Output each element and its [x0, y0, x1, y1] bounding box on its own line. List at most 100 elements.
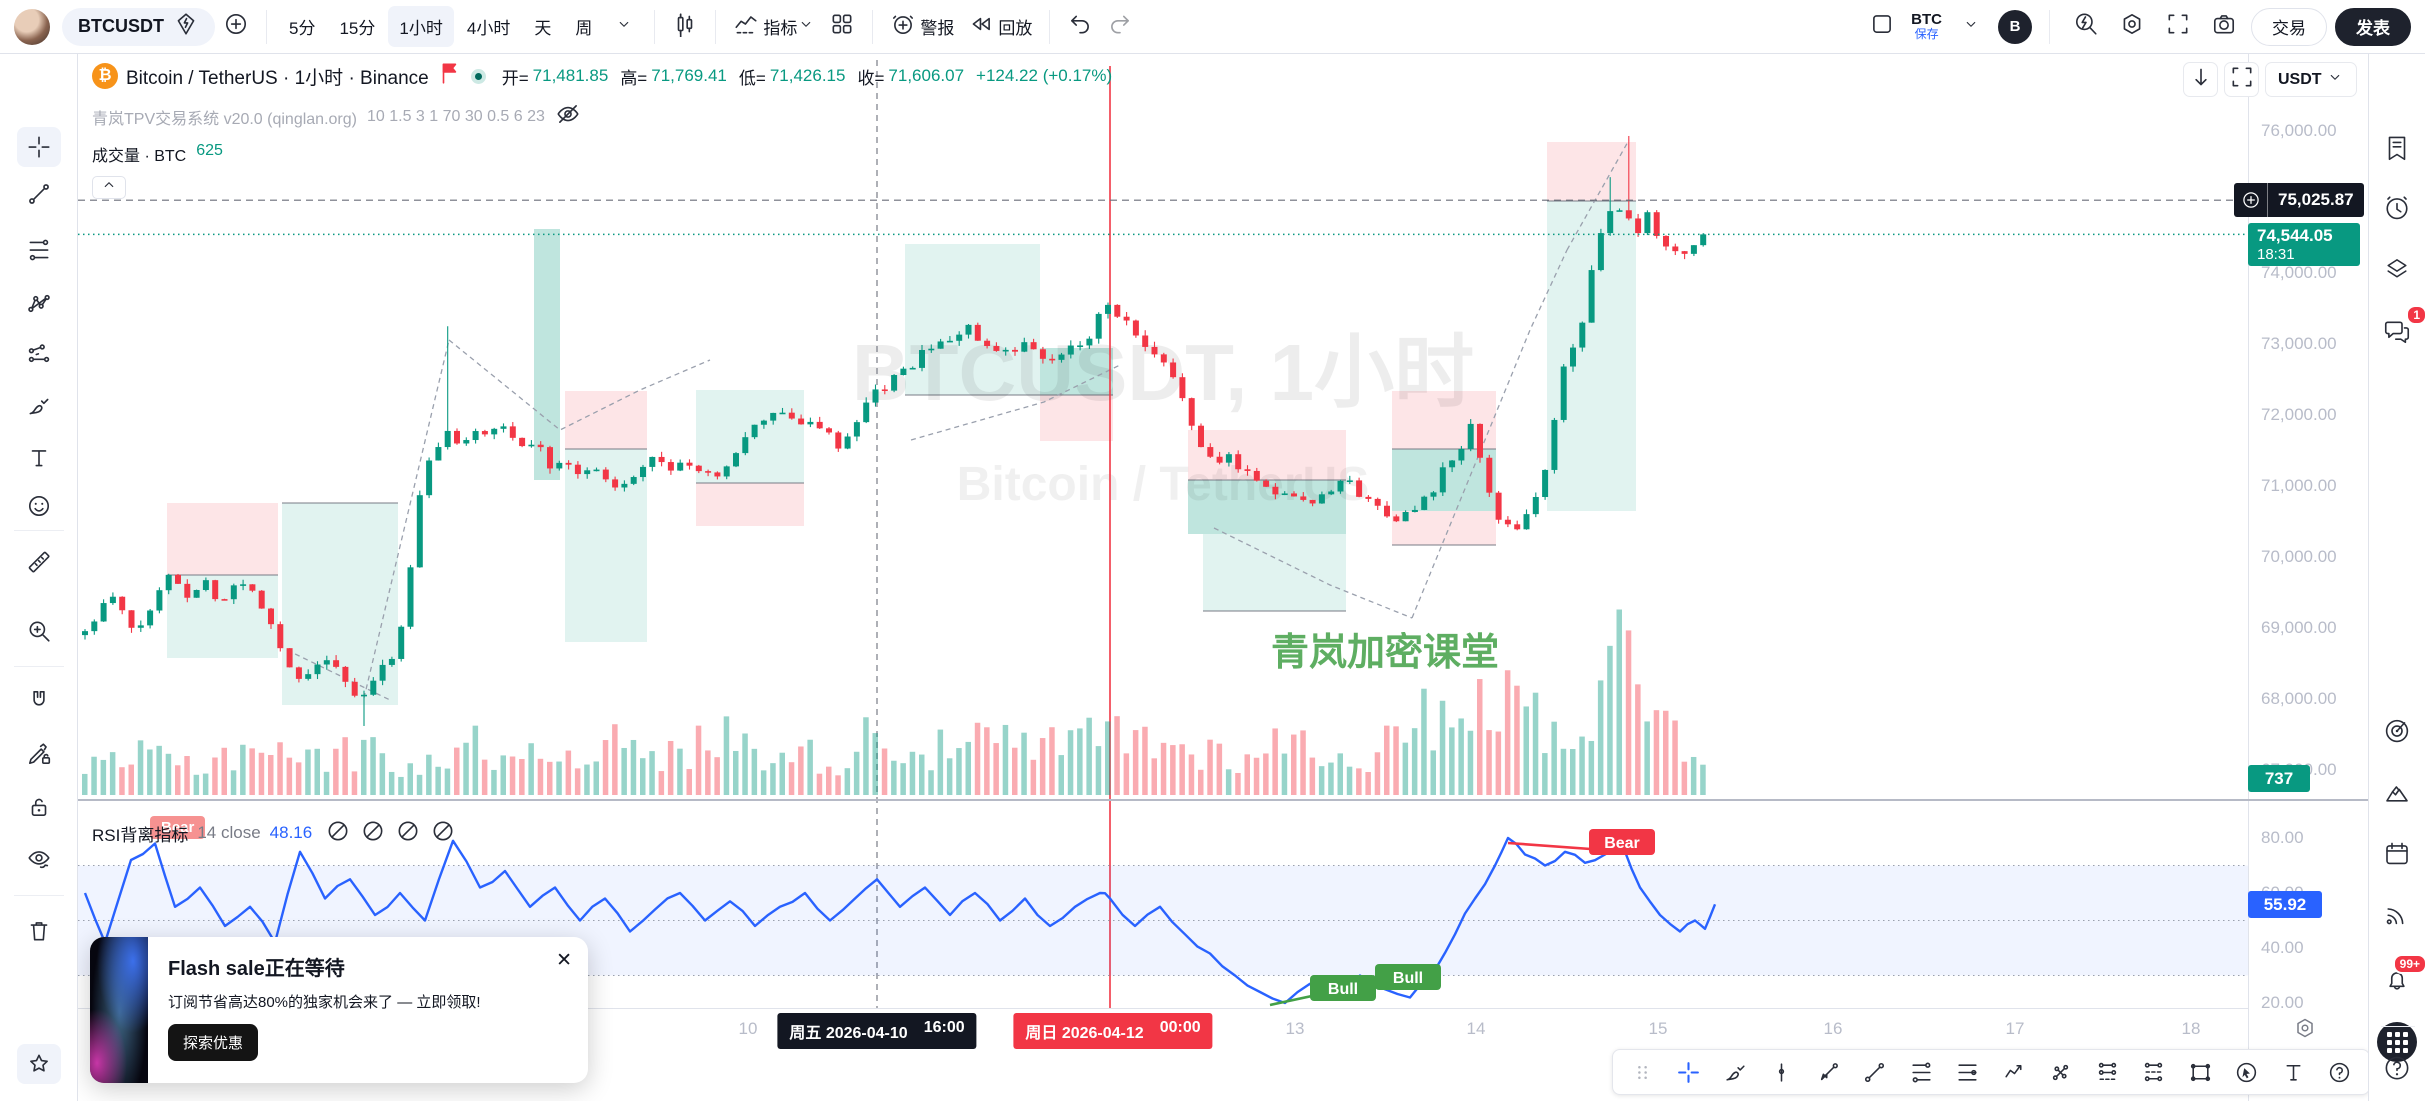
- trade-button[interactable]: 交易: [2251, 7, 2327, 46]
- editlock-tool[interactable]: [17, 734, 61, 774]
- sidebar-chat-button[interactable]: 1: [2375, 305, 2425, 353]
- eye-off-icon[interactable]: [555, 101, 581, 132]
- sidebar-ideas-button[interactable]: [2375, 770, 2419, 814]
- currency-select[interactable]: USDT: [2265, 62, 2357, 97]
- lock-tool[interactable]: [17, 787, 61, 827]
- legend-collapse-button[interactable]: [92, 176, 126, 199]
- emoji-tool[interactable]: [17, 486, 61, 526]
- timeframe-5分[interactable]: 5分: [289, 19, 316, 38]
- snapshot-button[interactable]: [2205, 8, 2243, 46]
- indicator-templates-button[interactable]: [823, 8, 861, 46]
- quick-search-button[interactable]: [2067, 8, 2105, 46]
- sidebar-calendar-button[interactable]: [2375, 832, 2419, 876]
- cursortool-icon: [2237, 1062, 2257, 1082]
- zoomin-tool[interactable]: [17, 611, 61, 651]
- sidebar-apps-button[interactable]: [2375, 1020, 2419, 1064]
- draw-recttool-button[interactable]: [2177, 1050, 2224, 1094]
- fiblines-tool[interactable]: [17, 230, 61, 270]
- draw-crosshairblue-button[interactable]: [1666, 1050, 1713, 1094]
- draw-brush-button[interactable]: [1712, 1050, 1759, 1094]
- sidebar-bell-button[interactable]: 99+: [2375, 954, 2425, 1002]
- draw-trendline-button[interactable]: [1852, 1050, 1899, 1094]
- layout-dropdown[interactable]: [1952, 8, 1990, 46]
- timeframe-4小时[interactable]: 4小时: [466, 19, 511, 38]
- redo-button[interactable]: [1101, 8, 1139, 46]
- draw-cursortool-button[interactable]: [2224, 1050, 2271, 1094]
- draw-helpcircle-button[interactable]: [2317, 1050, 2364, 1094]
- pane-settings-icon[interactable]: [2293, 1016, 2319, 1042]
- timeframe-dropdown[interactable]: [605, 8, 643, 46]
- draw-zigzag-button[interactable]: [1991, 1050, 2038, 1094]
- sidebar-watchlist-button[interactable]: [2375, 126, 2419, 170]
- magnet-tool[interactable]: [17, 681, 61, 721]
- sidebar-layers-button[interactable]: [2375, 246, 2419, 290]
- xabcd-tool[interactable]: [17, 284, 61, 324]
- chart-style-button[interactable]: [666, 8, 704, 55]
- draw-arrowtool-button[interactable]: [1805, 1050, 1852, 1094]
- draw-fiblines-button[interactable]: [1898, 1050, 1945, 1094]
- fullscreen-button[interactable]: [2159, 8, 2197, 46]
- svg-text:青岚加密课堂: 青岚加密课堂: [1271, 632, 1499, 674]
- time-tick: 15: [1648, 1019, 1668, 1038]
- crosshair-tool[interactable]: [17, 127, 61, 167]
- add-alert-plus-icon[interactable]: [2234, 183, 2268, 218]
- close-icon[interactable]: ✕: [556, 950, 572, 971]
- pane-divider[interactable]: [78, 799, 2368, 801]
- compare-add-button[interactable]: [217, 8, 255, 46]
- text-tool[interactable]: [17, 438, 61, 478]
- timeframe-天[interactable]: 天: [534, 19, 552, 38]
- sidebar-alertclock-button[interactable]: [2375, 186, 2419, 230]
- sidebar-help-button[interactable]: [2375, 1046, 2419, 1090]
- brush-tool[interactable]: [17, 386, 61, 426]
- timeframe-15分[interactable]: 15分: [339, 19, 376, 38]
- publish-button[interactable]: 发表: [2335, 7, 2411, 46]
- editlock-icon: [28, 743, 51, 765]
- eyebrush-tool[interactable]: [17, 839, 61, 879]
- rsi-indicator-title[interactable]: RSI背离指标: [92, 825, 189, 845]
- timeframe-周[interactable]: 周: [575, 19, 593, 38]
- rsi-disabled-plots[interactable]: [325, 818, 456, 849]
- notification-badge: 99+: [2392, 954, 2425, 974]
- sidebar-live-button[interactable]: [2375, 892, 2419, 936]
- chart-legend: ₿ Bitcoin / TetherUS · 1小时 · Binance 开= 7…: [92, 60, 1120, 199]
- ideas-icon: [2386, 786, 2408, 802]
- draw-fibret-button[interactable]: [2084, 1050, 2131, 1094]
- settings-button[interactable]: [2113, 8, 2151, 46]
- maximize-pane-button[interactable]: [2224, 62, 2259, 97]
- replay-button[interactable]: 回放: [962, 8, 1038, 46]
- sidebar-radar-button[interactable]: [2375, 709, 2419, 753]
- indicators-button[interactable]: 指标: [727, 8, 821, 46]
- draw-hlines-button[interactable]: [1945, 1050, 1992, 1094]
- save-layout-button[interactable]: BTC 保存: [1911, 11, 1942, 42]
- crosshair-price-tag[interactable]: 75,025.87: [2234, 183, 2364, 218]
- draw-draghandle-button[interactable]: [1619, 1050, 1666, 1094]
- draw-text-button[interactable]: [2270, 1050, 2317, 1094]
- star-tool[interactable]: [17, 1044, 61, 1084]
- rsi-indicator-params: 14 close: [197, 823, 261, 842]
- disabled-plot-icon: [363, 821, 383, 840]
- layout-button[interactable]: [1863, 8, 1901, 46]
- draw-fibext-button[interactable]: [2131, 1050, 2178, 1094]
- draw-crosstrend-button[interactable]: [2038, 1050, 2085, 1094]
- volume-indicator-label[interactable]: 成交量 · BTC: [92, 148, 187, 165]
- trendline-tool[interactable]: [17, 174, 61, 214]
- flag-icon[interactable]: [437, 60, 463, 92]
- symbol-title[interactable]: Bitcoin / TetherUS · 1小时 · Binance: [126, 67, 429, 89]
- magnet-icon: [33, 690, 45, 706]
- symbol-search-button[interactable]: BTCUSDT: [62, 7, 215, 46]
- symbol-flag-icon[interactable]: [173, 11, 199, 42]
- indicator-script-name[interactable]: 青岚TPV交易系统 v20.0 (qinglan.org): [92, 110, 357, 128]
- vline-icon: [1779, 1062, 1785, 1082]
- explore-offer-button[interactable]: 探索优惠: [168, 1024, 259, 1061]
- alert-button[interactable]: 警报: [884, 8, 960, 46]
- trash-tool[interactable]: [17, 911, 61, 951]
- account-avatar[interactable]: B: [1998, 9, 2032, 44]
- channel-tool[interactable]: [17, 334, 61, 374]
- draw-vline-button[interactable]: [1759, 1050, 1806, 1094]
- ruler-tool[interactable]: [17, 542, 61, 582]
- user-avatar[interactable]: [14, 8, 50, 45]
- scroll-down-button[interactable]: [2183, 62, 2218, 97]
- timeframe-1小时[interactable]: 1小时: [388, 6, 454, 47]
- undo-button[interactable]: [1061, 8, 1099, 46]
